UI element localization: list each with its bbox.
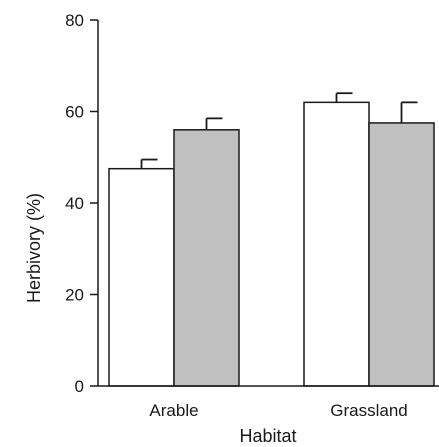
x-tick-label-arable: Arable bbox=[149, 401, 198, 420]
x-ticks-layer: Arable Grassland bbox=[149, 401, 407, 420]
bar-grassland-1 bbox=[303, 101, 370, 387]
bars-layer bbox=[108, 101, 435, 387]
y-tick-label: 60 bbox=[65, 103, 84, 122]
x-tick-label-grassland: Grassland bbox=[330, 401, 407, 420]
y-tick-label: 0 bbox=[75, 377, 84, 396]
y-tick-label: 40 bbox=[65, 194, 84, 213]
y-ticks-layer: 0 20 40 60 80 bbox=[65, 11, 98, 396]
bar-arable-2 bbox=[173, 129, 240, 387]
x-axis-title: Habitat bbox=[239, 426, 296, 446]
error-bars-layer bbox=[140, 92, 418, 169]
bar-grassland-2 bbox=[368, 122, 435, 387]
y-tick-label: 80 bbox=[65, 11, 84, 30]
y-axis-title: Herbivory (%) bbox=[24, 193, 44, 303]
bar-arable-1 bbox=[108, 167, 175, 387]
y-tick-label: 20 bbox=[65, 286, 84, 305]
